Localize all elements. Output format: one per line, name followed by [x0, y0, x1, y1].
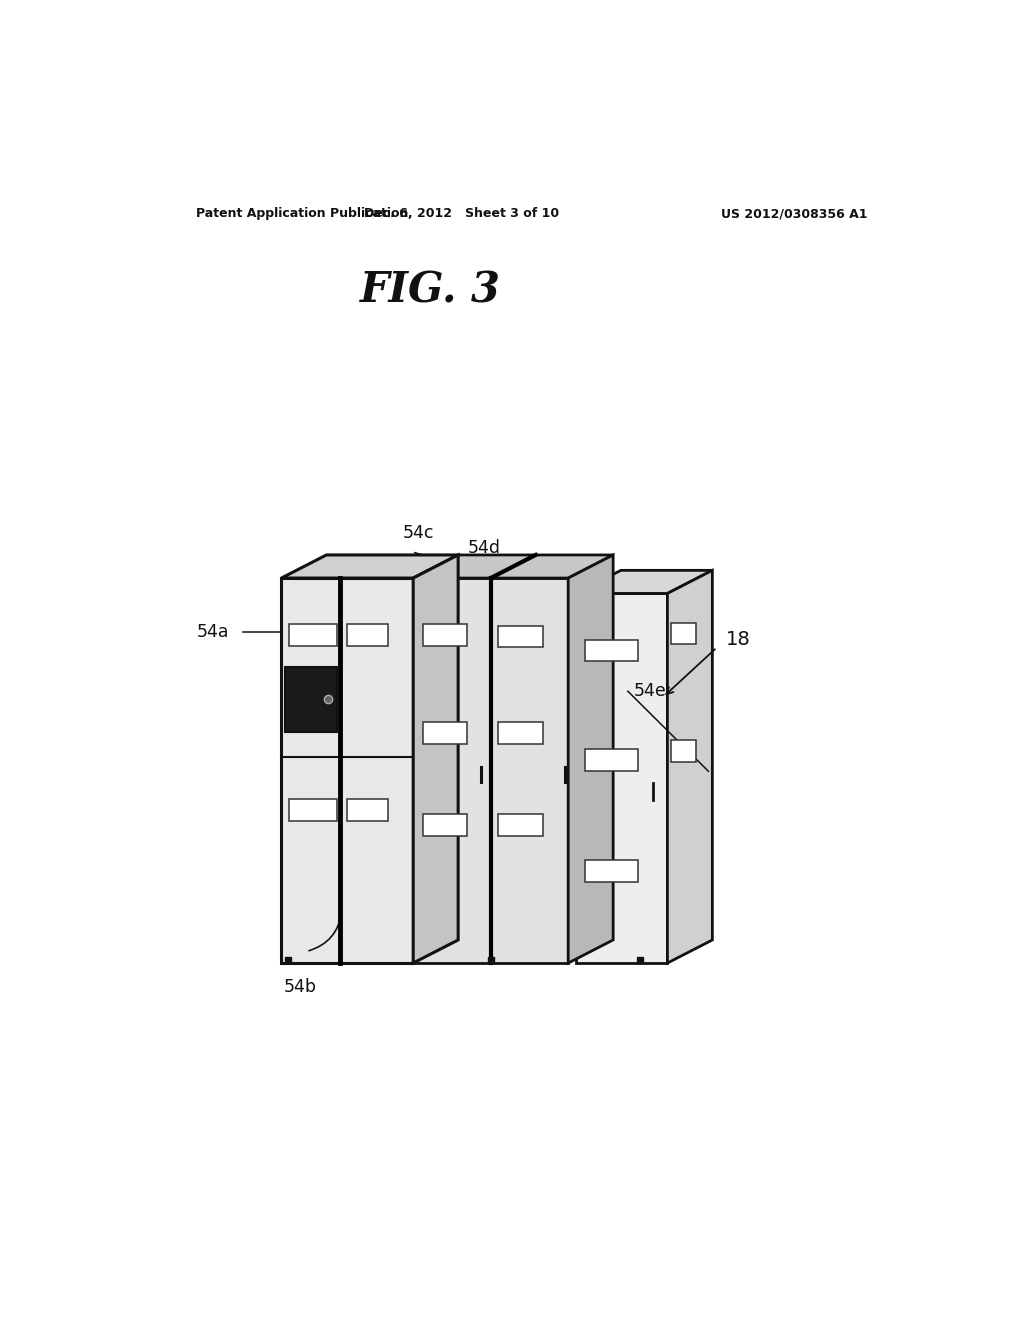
Text: FIG. 3: FIG. 3	[359, 269, 501, 312]
Polygon shape	[423, 814, 467, 836]
Text: US 2012/0308356 A1: US 2012/0308356 A1	[721, 207, 867, 220]
Polygon shape	[672, 741, 696, 762]
Text: 54a: 54a	[197, 623, 228, 642]
Polygon shape	[347, 799, 388, 821]
Polygon shape	[414, 578, 568, 964]
Polygon shape	[568, 554, 613, 964]
Text: Patent Application Publication: Patent Application Publication	[197, 207, 409, 220]
Polygon shape	[575, 594, 668, 964]
Text: 54e: 54e	[634, 682, 667, 700]
Polygon shape	[586, 640, 638, 661]
Polygon shape	[414, 554, 613, 578]
Polygon shape	[423, 624, 467, 645]
Polygon shape	[499, 722, 544, 743]
Polygon shape	[289, 624, 337, 645]
Text: 54c: 54c	[402, 524, 434, 543]
Polygon shape	[668, 570, 713, 964]
Polygon shape	[499, 814, 544, 836]
Text: Dec. 6, 2012   Sheet 3 of 10: Dec. 6, 2012 Sheet 3 of 10	[364, 207, 559, 220]
Polygon shape	[423, 722, 467, 743]
Polygon shape	[586, 861, 638, 882]
Polygon shape	[672, 623, 696, 644]
Polygon shape	[586, 750, 638, 771]
Polygon shape	[414, 554, 458, 964]
Polygon shape	[575, 570, 713, 594]
Polygon shape	[282, 554, 458, 578]
Text: 54d: 54d	[468, 540, 501, 557]
Text: 18: 18	[726, 630, 751, 649]
Polygon shape	[286, 667, 337, 733]
Polygon shape	[282, 578, 414, 964]
Polygon shape	[289, 799, 337, 821]
FancyArrowPatch shape	[309, 912, 342, 950]
Text: 54b: 54b	[284, 978, 316, 997]
Polygon shape	[347, 624, 388, 645]
Polygon shape	[499, 626, 544, 647]
